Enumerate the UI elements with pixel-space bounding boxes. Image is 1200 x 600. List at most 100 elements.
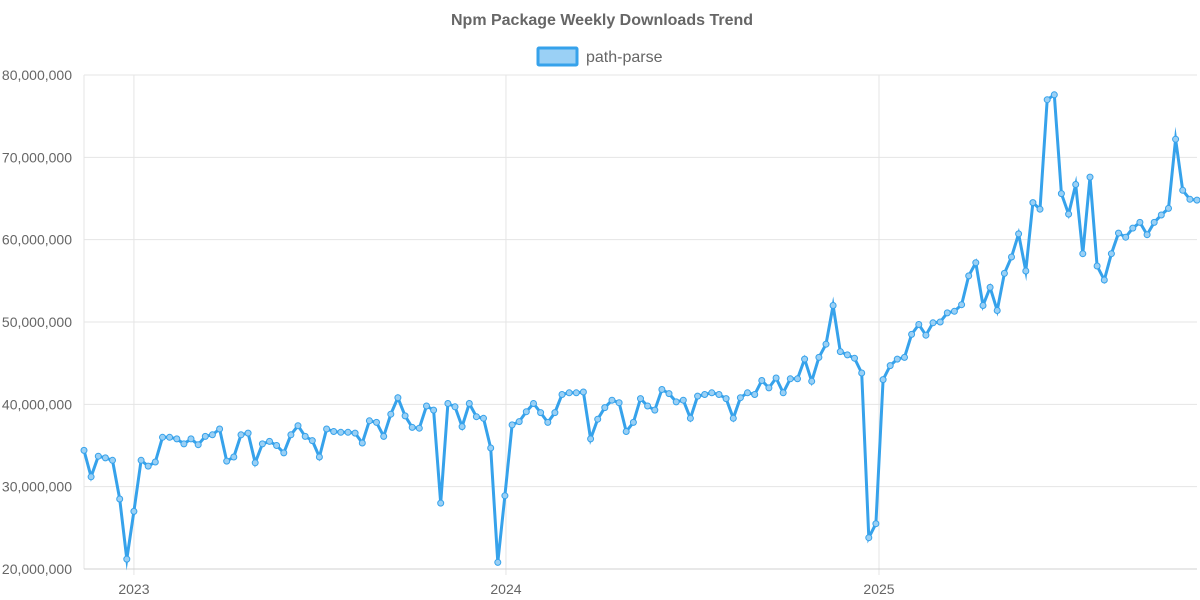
data-point[interactable] [266, 437, 273, 445]
data-point[interactable] [251, 459, 259, 467]
data-point[interactable] [1172, 135, 1180, 143]
data-point[interactable] [80, 446, 88, 454]
data-point[interactable] [387, 410, 395, 418]
data-point[interactable] [380, 432, 388, 440]
data-point[interactable] [1022, 267, 1030, 275]
data-point[interactable] [701, 391, 709, 398]
data-point[interactable] [858, 369, 866, 377]
data-point[interactable] [123, 555, 131, 563]
data-point[interactable] [993, 307, 1001, 314]
data-point[interactable] [637, 395, 644, 403]
data-point[interactable] [1036, 205, 1044, 213]
data-point[interactable] [273, 442, 281, 449]
data-point[interactable] [308, 437, 316, 445]
data-point[interactable] [472, 413, 480, 421]
data-point[interactable] [544, 418, 552, 426]
data-point[interactable] [373, 418, 380, 426]
data-point[interactable] [1129, 224, 1137, 232]
data-point[interactable] [1015, 230, 1023, 238]
data-point[interactable] [337, 428, 345, 436]
data-point[interactable] [1150, 218, 1158, 226]
data-point[interactable] [686, 414, 694, 422]
data-point[interactable] [708, 389, 716, 397]
data-point[interactable] [865, 534, 873, 542]
data-point[interactable] [244, 429, 252, 437]
data-point[interactable] [651, 406, 659, 414]
data-point[interactable] [223, 457, 231, 465]
data-point[interactable] [151, 458, 159, 466]
data-point[interactable] [437, 499, 445, 507]
data-point[interactable] [451, 403, 459, 411]
data-point[interactable] [629, 418, 637, 426]
data-point[interactable] [173, 435, 181, 443]
data-point[interactable] [494, 558, 502, 566]
data-point[interactable] [430, 406, 438, 414]
data-point[interactable] [779, 389, 787, 397]
data-point[interactable] [1193, 196, 1200, 204]
data-point[interactable] [665, 390, 673, 398]
data-point[interactable] [565, 389, 573, 397]
data-point[interactable] [508, 421, 516, 429]
data-point[interactable] [280, 449, 288, 457]
data-point[interactable] [915, 321, 923, 328]
data-point[interactable] [1086, 173, 1094, 181]
data-point[interactable] [137, 456, 145, 464]
data-point[interactable] [487, 444, 495, 452]
data-point[interactable] [287, 431, 295, 439]
data-point[interactable] [258, 440, 266, 448]
data-point[interactable] [794, 375, 801, 383]
data-point[interactable] [101, 454, 109, 462]
data-point[interactable] [208, 431, 216, 439]
data-point[interactable] [501, 492, 509, 500]
data-point[interactable] [972, 259, 980, 267]
data-point[interactable] [901, 353, 908, 361]
data-point[interactable] [572, 389, 580, 397]
data-point[interactable] [615, 399, 623, 407]
data-point[interactable] [758, 377, 766, 384]
data-point[interactable] [458, 423, 466, 431]
data-point[interactable] [1008, 253, 1015, 261]
data-point[interactable] [815, 353, 823, 361]
data-point[interactable] [1186, 195, 1194, 203]
data-point[interactable] [230, 453, 238, 461]
data-point[interactable] [843, 351, 851, 359]
data-point[interactable] [1107, 250, 1115, 258]
data-point[interactable] [658, 386, 666, 393]
data-point[interactable] [1050, 91, 1058, 99]
data-point[interactable] [116, 495, 124, 503]
legend[interactable]: path-parse [536, 46, 663, 67]
data-point[interactable] [879, 376, 887, 384]
data-point[interactable] [829, 302, 837, 309]
data-point[interactable] [587, 435, 595, 443]
data-point[interactable] [515, 418, 523, 426]
data-point[interactable] [401, 412, 409, 420]
data-point[interactable] [294, 422, 302, 430]
data-point[interactable] [1179, 186, 1187, 194]
data-point[interactable] [1057, 190, 1065, 198]
data-point[interactable] [358, 439, 366, 447]
data-point[interactable] [579, 388, 587, 396]
data-point[interactable] [751, 391, 759, 398]
data-point[interactable] [958, 301, 966, 309]
data-point[interactable] [1029, 199, 1037, 207]
data-point[interactable] [672, 398, 680, 406]
data-point[interactable] [301, 432, 309, 440]
data-point[interactable] [166, 433, 174, 441]
data-point[interactable] [408, 423, 416, 431]
data-point[interactable] [558, 391, 566, 398]
data-point[interactable] [201, 432, 209, 440]
data-point[interactable] [87, 473, 95, 481]
data-point[interactable] [330, 428, 338, 435]
data-point[interactable] [594, 415, 602, 423]
data-point[interactable] [465, 400, 473, 407]
data-point[interactable] [1043, 96, 1051, 104]
data-point[interactable] [886, 362, 894, 370]
data-point[interactable] [537, 409, 545, 417]
data-point[interactable] [394, 394, 402, 402]
data-point[interactable] [922, 331, 930, 339]
data-point[interactable] [836, 348, 844, 356]
data-point[interactable] [1072, 181, 1080, 188]
data-point[interactable] [950, 307, 958, 315]
data-point[interactable] [608, 396, 616, 404]
data-point[interactable] [622, 428, 630, 435]
